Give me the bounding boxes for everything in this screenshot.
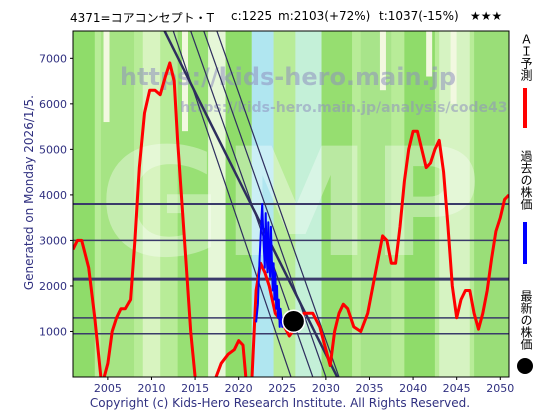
y-tick-label: 1000 [39,325,67,338]
x-tick-label: 2040 [399,382,427,395]
header-code-name: 4371=コアコンセプト・T [70,11,214,25]
trend-line-2 [203,31,327,377]
y-tick-label: 4000 [39,189,67,202]
background-highlight-2 [379,31,386,91]
background-highlight-4 [450,31,457,104]
latest-price-marker [281,309,306,333]
y-tick-label: 5000 [39,143,67,156]
past-price-line [255,203,292,328]
series [73,61,509,377]
x-tick-label: 2030 [312,382,340,395]
axes: 1000 2000 3000 4000 5000 6000 7000 2005 2010 2015… [39,52,514,395]
trend-line-3 [216,31,340,377]
x-tick-label: 2045 [443,382,471,395]
y-tick-label: 2000 [39,280,67,293]
trend-line-4 [172,31,292,377]
x-tick-label: 2020 [225,382,253,395]
x-tick-label: 2010 [137,382,165,395]
legend-ai-forecast-label: ＡＩ予測 [519,33,533,81]
background-highlight-1 [182,31,188,132]
legend-past-price-label: 過去の株価 [519,150,533,210]
background-highlight-3 [426,31,433,77]
header-current: c:1225 [231,9,273,23]
watermark-line2: https://kids-hero.main.jp/analysis/code4… [180,100,560,116]
x-tick-label: 2035 [355,382,383,395]
x-tick-label: 2015 [181,382,209,395]
legend-latest-price-label: 最新の株価 [519,290,533,350]
header-min: t:1037(-15%) [379,9,459,23]
y-tick-label: 6000 [39,98,67,111]
header-max: m:2103(+72%) [278,9,371,23]
copyright-footer: Copyright (c) Kids-Hero Research Institu… [89,396,471,410]
y-tick-label: 7000 [39,52,67,65]
legend-latest-price-dot [517,358,533,374]
generated-date-label: Generated on Monday 2026/1/5. [22,95,36,291]
legend-past-price-swatch [523,222,527,264]
x-tick-label: 2005 [94,382,122,395]
watermark-line1: https://kids-hero.main.jp [120,63,456,91]
x-tick-label: 2025 [268,382,296,395]
x-tick-label: 2050 [486,382,514,395]
y-tick-label: 3000 [39,234,67,247]
plot-frame [72,30,510,378]
legend-ai-forecast-swatch [523,88,527,128]
header-stars: ★★★ [470,9,503,23]
background-highlight-0 [103,31,110,123]
